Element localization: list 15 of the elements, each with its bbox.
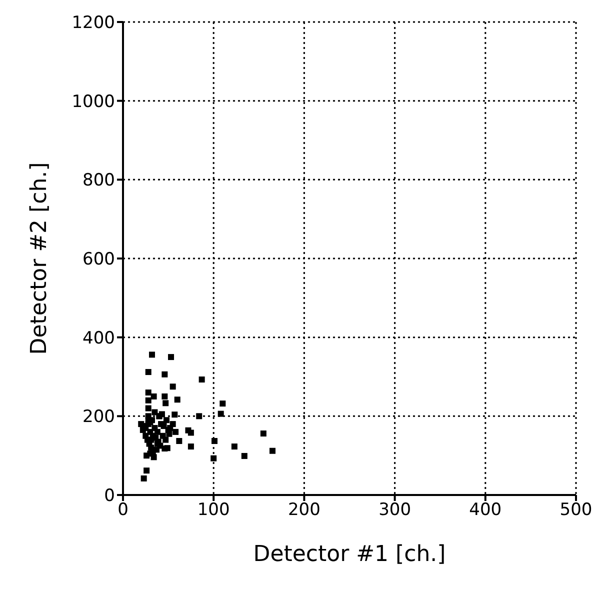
y-tick-label: 600 xyxy=(82,250,115,270)
y-tick-label: 400 xyxy=(82,328,115,348)
x-axis-title: Detector #1 [ch.] xyxy=(253,542,446,567)
x-tick-label: 0 xyxy=(118,500,128,520)
y-tick-label: 0 xyxy=(104,486,115,506)
y-axis-title: Detector #2 [ch.] xyxy=(26,162,52,355)
y-tick-label: 1000 xyxy=(72,92,115,112)
y-tick-label: 200 xyxy=(82,407,115,428)
y-tick-label: 1200 xyxy=(72,13,115,34)
x-tick-label: 500 xyxy=(560,500,592,520)
x-tick-label: 400 xyxy=(469,500,502,520)
x-tick-label: 300 xyxy=(378,500,412,520)
x-tick-label: 200 xyxy=(288,500,320,520)
x-tick-label: 100 xyxy=(197,500,230,520)
y-tick-label: 800 xyxy=(82,170,115,191)
